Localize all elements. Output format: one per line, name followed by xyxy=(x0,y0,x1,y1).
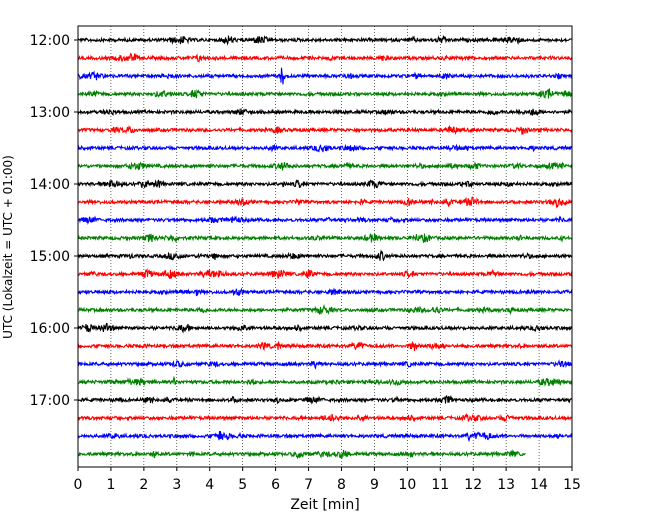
trace-row xyxy=(77,394,573,405)
trace-row xyxy=(77,161,573,171)
x-tick-label: 7 xyxy=(304,477,313,493)
trace-row xyxy=(77,143,573,153)
x-tick-label: 6 xyxy=(271,477,280,493)
y-tick-label: 12:00 xyxy=(30,33,70,49)
x-axis-label: Zeit [min] xyxy=(290,497,359,513)
trace-row xyxy=(77,287,573,297)
x-tick-label: 0 xyxy=(74,477,83,493)
y-tick-label: 14:00 xyxy=(30,177,70,193)
trace-row xyxy=(77,449,526,460)
x-tick-label: 2 xyxy=(139,477,148,493)
y-tick-label: 16:00 xyxy=(30,321,70,337)
x-tick-label: 1 xyxy=(106,477,115,493)
trace-row xyxy=(77,232,573,244)
trace-row xyxy=(77,412,573,423)
trace-row xyxy=(77,52,573,63)
trace-row xyxy=(77,179,573,189)
x-tick-label: 15 xyxy=(563,477,581,493)
x-tick-label: 4 xyxy=(205,477,214,493)
trace-row xyxy=(77,431,573,443)
y-tick-label: 13:00 xyxy=(30,105,70,121)
trace-row xyxy=(77,67,573,85)
trace-row xyxy=(77,35,573,46)
x-tick-label: 8 xyxy=(337,477,346,493)
x-tick-label: 14 xyxy=(530,477,548,493)
x-tick-label: 5 xyxy=(238,477,247,493)
y-axis-label: UTC (Lokalzeit = UTC + 01:00) xyxy=(1,155,15,339)
trace-row xyxy=(77,108,573,116)
x-tick-label: 11 xyxy=(431,477,449,493)
trace-row xyxy=(77,87,573,99)
trace-row xyxy=(77,124,573,136)
y-tick-label: 15:00 xyxy=(30,249,70,265)
y-tick-label: 17:00 xyxy=(30,393,70,409)
trace-row xyxy=(77,249,573,262)
trace-row xyxy=(77,303,573,316)
x-tick-label: 3 xyxy=(172,477,181,493)
seismic-traces xyxy=(77,35,573,460)
trace-row xyxy=(77,322,573,334)
x-axis-ticks: 0 1 2 3 4 5 6 7 8 9 10 11 12 13 14 15 xyxy=(74,467,581,493)
trace-row xyxy=(77,375,573,387)
x-tick-label: 10 xyxy=(398,477,416,493)
x-tick-label: 13 xyxy=(497,477,515,493)
trace-row xyxy=(77,267,573,279)
x-tick-label: 9 xyxy=(370,477,379,493)
x-tick-label: 12 xyxy=(464,477,482,493)
y-axis-ticks: 12:00 13:00 14:00 15:00 16:00 17:00 xyxy=(30,33,78,409)
trace-row xyxy=(77,359,573,370)
plot-frame xyxy=(77,25,573,468)
trace-row xyxy=(77,196,573,209)
trace-row xyxy=(77,215,573,226)
trace-row xyxy=(77,340,573,352)
